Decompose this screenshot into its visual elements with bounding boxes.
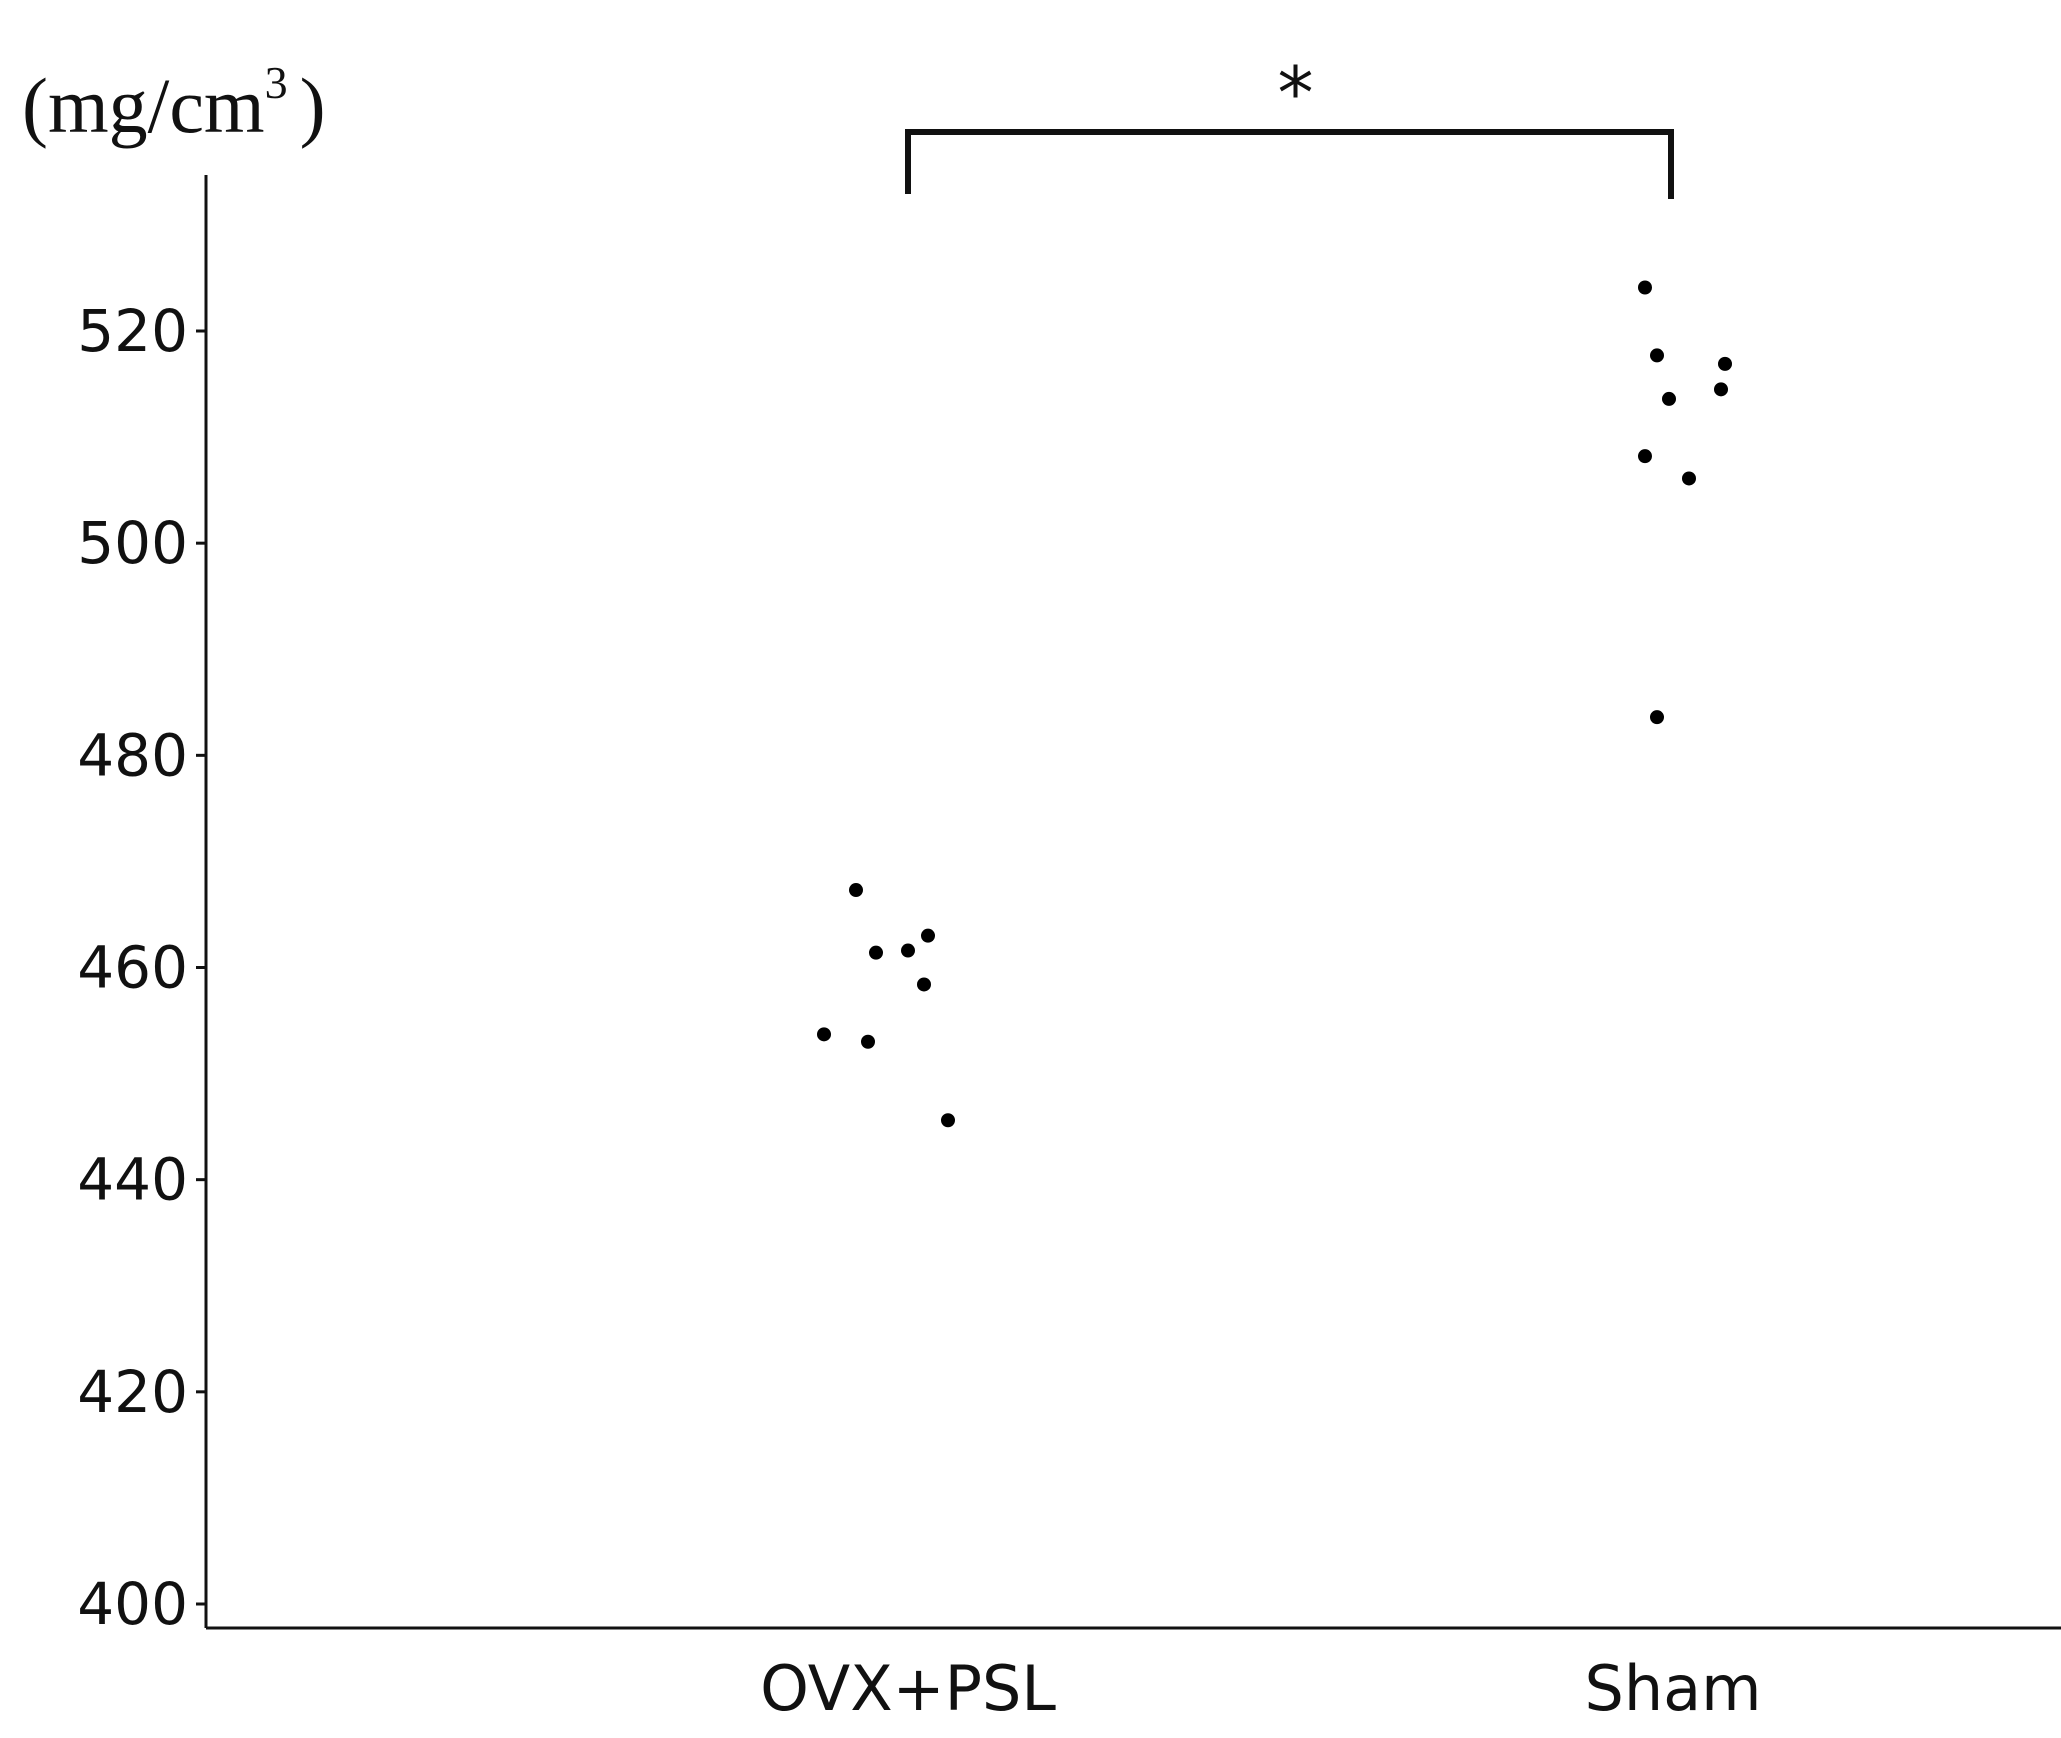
significance-bracket: *: [905, 51, 1674, 199]
data-point: [1662, 391, 1676, 406]
data-point: [921, 928, 935, 943]
data-point: [1650, 348, 1664, 363]
data-point: [849, 883, 863, 898]
y-tick-label: 520: [77, 297, 188, 365]
y-tick-label: 480: [77, 721, 188, 789]
y-axis-unit-label: (mg/cm3): [22, 57, 326, 149]
y-tick-label: 420: [77, 1358, 188, 1426]
unit-base: (mg/cm: [22, 62, 265, 149]
data-point: [901, 943, 915, 958]
y-axis-ticks: 400 420 440 460 480 500 520: [77, 297, 206, 1638]
data-points: [817, 280, 1732, 1128]
x-category-label: OVX+PSL: [760, 1652, 1056, 1725]
unit-superscript: 3: [265, 57, 288, 108]
data-point: [941, 1113, 955, 1128]
svg-text:(mg/cm3): (mg/cm3): [22, 57, 326, 149]
data-point: [1638, 280, 1652, 295]
y-tick-label: 440: [77, 1146, 188, 1214]
significance-asterisk: *: [1278, 51, 1314, 135]
x-axis-category-labels: OVX+PSL Sham: [760, 1652, 1761, 1725]
x-category-label: Sham: [1584, 1652, 1761, 1725]
y-tick-label: 460: [77, 934, 188, 1002]
data-point: [817, 1027, 831, 1042]
significance-bracket-line: [905, 129, 1674, 199]
data-point: [917, 977, 931, 992]
data-point: [1650, 710, 1664, 725]
data-point: [861, 1034, 875, 1049]
y-tick-label: 400: [77, 1570, 188, 1638]
unit-close: ): [300, 62, 326, 149]
data-point: [1714, 382, 1728, 397]
data-point: [869, 945, 883, 960]
data-point: [1682, 471, 1696, 486]
data-point: [1638, 449, 1652, 464]
data-point: [1718, 356, 1732, 371]
y-tick-label: 500: [77, 509, 188, 577]
